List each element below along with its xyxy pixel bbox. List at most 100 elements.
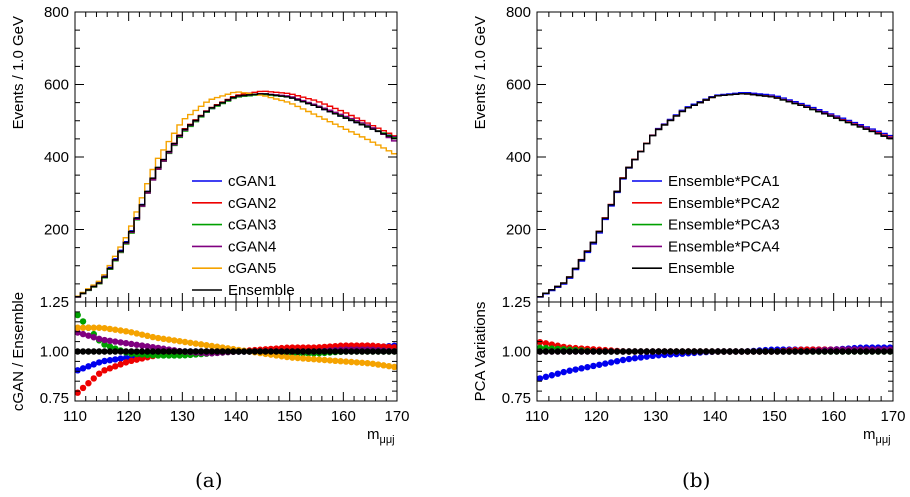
y-tick-label: 0.75 (40, 390, 69, 407)
ratio-point (337, 358, 344, 365)
ratio-point (214, 348, 221, 355)
ratio-point (208, 342, 216, 350)
ratio-point (637, 348, 645, 355)
ratio-point (625, 355, 633, 363)
ratio-point (106, 325, 114, 333)
y-tick-label: 800 (506, 4, 531, 21)
ratio-point (863, 348, 870, 355)
ratio-point (95, 348, 103, 355)
ratio-point (90, 324, 97, 331)
ratio-point (289, 354, 296, 361)
ratio-point (283, 353, 291, 361)
ratio-point (122, 359, 130, 366)
ratio-point (679, 348, 686, 355)
legend: Ensemble*PCA1 Ensemble*PCA2 Ensemble*PCA3 E… (632, 173, 780, 277)
ratio-point (90, 334, 97, 341)
top-series-group (75, 90, 397, 298)
ratio-point (149, 333, 157, 341)
ratio-point (321, 356, 328, 364)
x-tick-label: 170 (880, 408, 905, 425)
ratio-point (122, 348, 130, 355)
ratio-point (165, 348, 173, 355)
series-line-Ensemble (75, 93, 397, 298)
ratio-point (154, 348, 162, 355)
y-tick-label: 1.00 (502, 344, 531, 361)
ratio-point (95, 370, 103, 377)
ratio-point (240, 348, 248, 355)
ratio-point (160, 348, 167, 355)
ratio-point (310, 348, 318, 355)
ratio-point (619, 356, 627, 364)
ratio-point (637, 354, 645, 361)
ratio-point (342, 348, 350, 355)
ratio-point (85, 332, 92, 339)
ratio-point (278, 348, 285, 355)
ratio-point (273, 348, 280, 355)
y-tick-label: 1.25 (502, 294, 531, 311)
ratio-point (584, 348, 591, 355)
ratio-point (128, 348, 135, 355)
ratio-point (101, 357, 108, 365)
ratio-point (625, 348, 633, 355)
ratio-point (578, 348, 585, 355)
ratio-point (138, 348, 146, 355)
ratio-point (176, 338, 183, 345)
ratio-point (744, 348, 751, 355)
ratio-series-group (536, 338, 894, 382)
ratio-point (358, 359, 366, 366)
ratio-point (602, 348, 609, 355)
ratio-point (230, 348, 237, 355)
ratio-point (342, 358, 350, 365)
ratio-point (851, 348, 858, 355)
ratio-point (165, 336, 173, 343)
ratio-point (590, 348, 597, 355)
x-tick-label: 170 (384, 408, 409, 425)
ratio-point (203, 348, 210, 355)
ratio-point (536, 338, 544, 346)
ratio-point (803, 348, 811, 355)
y-tick-label: 600 (44, 77, 69, 94)
ratio-point (714, 348, 722, 355)
ratio-point (685, 348, 692, 355)
top-plot-frame (74, 11, 398, 303)
ratio-point (133, 348, 140, 355)
x-tick-label: 110 (525, 408, 549, 425)
ratio-point (101, 324, 108, 332)
ratio-point (696, 348, 704, 355)
ratio-point (369, 360, 377, 367)
ratio-point (197, 341, 205, 348)
ratio-point (768, 348, 775, 355)
ratio-point (762, 348, 769, 355)
ratio-point (375, 348, 382, 355)
ratio-point (353, 348, 360, 355)
ratio-point (208, 348, 216, 355)
ratio-point (348, 358, 355, 366)
ratio-point (299, 348, 307, 355)
ratio-point (246, 348, 253, 355)
ratio-point (613, 348, 621, 355)
ratio-point (643, 348, 650, 355)
legend-entry: Ensemble (668, 260, 735, 277)
ratio-point (154, 334, 162, 342)
ratio-point (566, 367, 573, 374)
ratio-point (596, 348, 603, 355)
ratio-point (187, 348, 194, 355)
x-tick-label: 150 (762, 408, 787, 425)
ratio-point (667, 348, 674, 355)
ratio-point (192, 348, 199, 355)
ratio-point (385, 362, 393, 370)
ratio-point (112, 338, 119, 345)
ratio-point (294, 348, 301, 355)
ratio-point (144, 348, 151, 355)
ratio-point (572, 366, 579, 373)
ratio-point (74, 329, 81, 336)
ratio-point (106, 343, 114, 350)
ratio-point (112, 356, 119, 363)
ratio-point (79, 384, 87, 392)
ratio-point (857, 348, 864, 355)
ratio-point (101, 348, 108, 355)
ratio-point (133, 341, 140, 348)
y-tick-label: 400 (506, 149, 531, 166)
ratio-point (117, 355, 124, 362)
